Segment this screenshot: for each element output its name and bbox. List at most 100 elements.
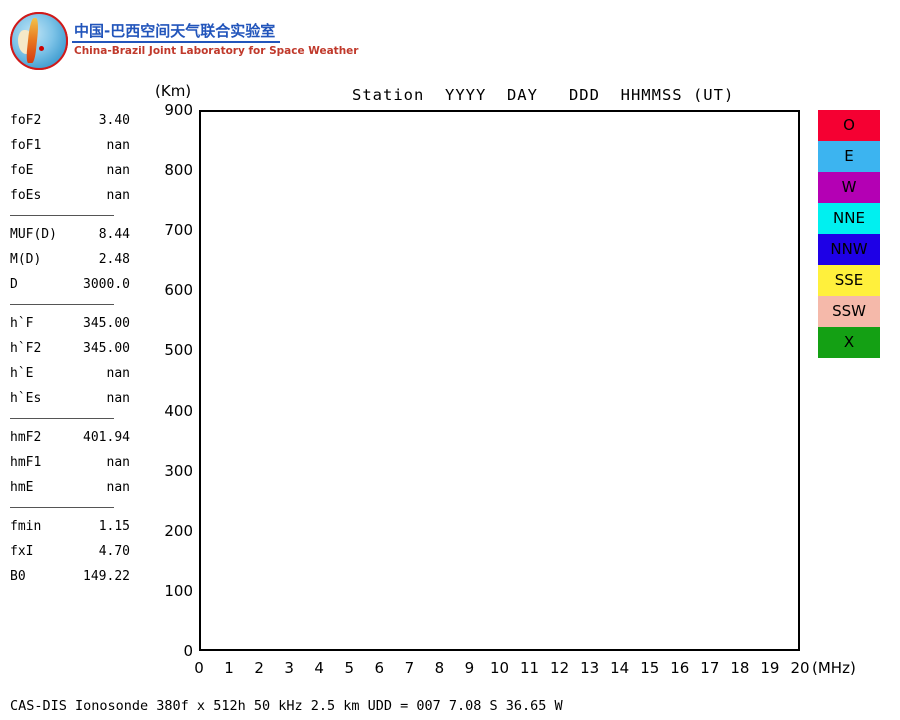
instrument-caption: CAS-DIS Ionosonde 380f x 512h 50 kHz 2.5… [10,698,563,714]
parameter-row: fmin 1.15 [10,514,130,539]
logo-ring-icon [10,12,68,70]
x-tick-label: 3 [284,659,294,677]
parameter-value: nan [106,480,130,495]
parameter-value: 8.44 [98,227,130,242]
parameter-value: nan [106,163,130,178]
parameter-key: h`F2 [10,341,42,356]
y-tick-label: 800 [164,161,193,180]
parameter-row: h`Es nan [10,386,130,411]
station-header-labels: Station YYYY DAY DDD HHMMSS (UT) [352,86,735,104]
y-tick-label: 900 [164,101,193,119]
parameter-value: 345.00 [83,341,130,356]
parameter-row: h`F 345.00 [10,311,130,336]
x-tick-label: 7 [404,659,415,677]
x-axis-unit-label: (MHz) [812,659,856,677]
legend-item-o[interactable]: O [818,110,880,141]
lab-name-chinese: 中国-巴西空间天气联合实验室 [74,22,276,40]
y-tick-label: 400 [164,401,193,420]
parameter-row: hmE nan [10,475,130,500]
legend-item-sse[interactable]: SSE [818,265,880,296]
parameter-divider [10,304,114,305]
parameter-key: hmF2 [10,430,42,445]
plot-frame [199,110,800,651]
parameter-value: 401.94 [83,430,130,445]
y-tick-label: 300 [164,461,193,480]
parameter-key: D [10,277,18,292]
legend-item-nne[interactable]: NNE [818,203,880,234]
parameter-divider [10,507,114,508]
x-tick-label: 9 [464,659,475,677]
ionogram-plot [199,110,800,651]
parameter-value: 3.40 [98,113,130,128]
parameter-value: nan [106,455,130,470]
parameter-row: fxI 4.70 [10,539,130,564]
legend-item-x[interactable]: X [818,327,880,358]
parameter-key: M(D) [10,252,42,267]
parameter-key: foEs [10,188,42,203]
parameter-row: MUF(D) 8.44 [10,222,130,247]
lab-name-english: China-Brazil Joint Laboratory for Space … [74,45,359,57]
parameter-row: hmF2 401.94 [10,425,130,450]
legend-item-w[interactable]: W [818,172,880,203]
parameter-key: hmE [10,480,34,495]
y-tick-label: 500 [164,341,193,360]
x-tick-label: 1 [224,659,234,677]
parameter-divider [10,215,114,216]
parameter-value: nan [106,366,130,381]
parameter-divider [10,418,114,419]
x-tick-label: 5 [344,659,355,677]
parameter-value: nan [106,138,130,153]
parameter-key: MUF(D) [10,227,57,242]
y-tick-label: 200 [164,521,193,540]
parameter-value: nan [106,391,130,406]
parameter-value: 3000.0 [83,277,130,292]
logo-location-dot-icon [39,46,44,51]
polarization-legend: O E W NNE NNW SSE SSW X [818,110,880,358]
parameter-key: foF2 [10,113,42,128]
parameter-key: foE [10,163,34,178]
parameter-key: h`Es [10,391,42,406]
parameter-value: 2.48 [98,252,130,267]
parameter-row: h`E nan [10,361,130,386]
x-tick-label: 13 [580,659,600,677]
parameter-row: M(D) 2.48 [10,247,130,272]
x-tick-label: 14 [610,659,630,677]
x-tick-label: 6 [374,659,385,677]
legend-item-ssw[interactable]: SSW [818,296,880,327]
legend-item-e[interactable]: E [818,141,880,172]
parameter-key: h`F [10,316,34,331]
ionogram-parameters-panel: foF2 3.40 foF1 nan foE nan foEs nan MUF(D) 8.44 M(… [10,108,130,589]
y-tick-label: 0 [183,642,193,660]
x-tick-label: 4 [314,659,324,677]
x-tick-label: 19 [760,659,780,677]
x-tick-label: 8 [434,659,445,677]
parameter-row: foF1 nan [10,133,130,158]
parameter-key: fxI [10,544,34,559]
y-axis-ticks: 0 100 200 300 400 500 600 700 800 900 [145,101,193,660]
parameter-value: 1.15 [98,519,130,534]
legend-item-nnw[interactable]: NNW [818,234,880,265]
x-tick-label: 18 [730,659,750,677]
parameter-value: nan [106,188,130,203]
parameter-row: foE nan [10,158,130,183]
x-tick-label: 17 [700,659,720,677]
parameter-row: B0 149.22 [10,564,130,589]
parameter-key: hmF1 [10,455,42,470]
y-axis-unit-label: (Km) [155,82,192,100]
parameter-value: 4.70 [98,544,130,559]
parameter-value: 345.00 [83,316,130,331]
parameter-key: B0 [10,569,26,584]
y-tick-label: 100 [164,581,193,600]
parameter-row: h`F2 345.00 [10,336,130,361]
parameter-key: h`E [10,366,34,381]
x-tick-label: 16 [670,659,690,677]
parameter-key: foF1 [10,138,42,153]
parameter-row: D 3000.0 [10,272,130,297]
x-tick-label: 11 [520,659,540,677]
parameter-row: foF2 3.40 [10,108,130,133]
x-tick-label: 15 [640,659,660,677]
x-tick-label: 12 [550,659,570,677]
parameter-key: fmin [10,519,42,534]
parameter-row: hmF1 nan [10,450,130,475]
parameter-row: foEs nan [10,183,130,208]
